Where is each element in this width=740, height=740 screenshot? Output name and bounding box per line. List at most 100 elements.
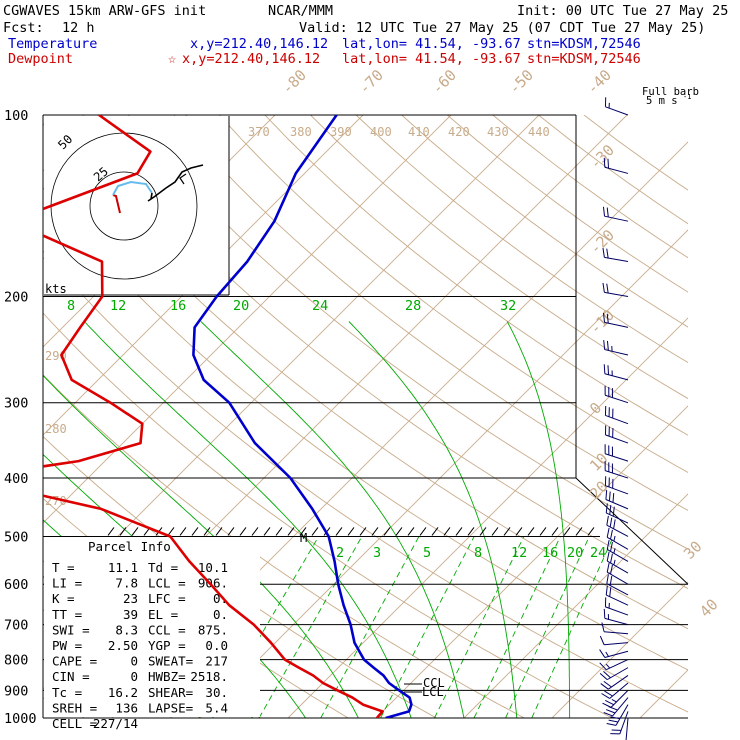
wind-barb [600, 675, 629, 690]
wind-barb-staff [605, 470, 629, 479]
temperature-point [192, 354, 195, 356]
wind-barb [601, 682, 629, 699]
dewpoint-point [98, 115, 100, 116]
dewpoint-point [101, 295, 103, 298]
wind-barb-staff [606, 571, 629, 585]
parcel-info-value: 39 [123, 607, 138, 622]
parcel-info-value: 30. [205, 685, 228, 700]
hatch-mark [587, 527, 595, 536]
fcst-label: Fcst: [3, 20, 44, 36]
parcel-info-value: 136 [115, 700, 138, 715]
hatch-mark [299, 527, 307, 536]
mixing-ratio-label: 12 [110, 298, 126, 314]
wind-barb-flag [610, 716, 620, 720]
hatch-mark [203, 527, 211, 536]
hatch-mark [359, 527, 367, 536]
wind-barb [604, 461, 629, 479]
temperature-point [336, 115, 338, 116]
hatch-mark [179, 527, 187, 536]
temperature-point [254, 442, 256, 444]
wind-barb-flag [610, 553, 613, 564]
isotherm-line [463, 493, 688, 718]
temperature-point [372, 667, 375, 669]
dewpoint-point [109, 402, 112, 404]
dewpoint-point [312, 674, 314, 677]
dry-adiabat-line [447, 115, 688, 293]
mixing-ratio-line [505, 536, 590, 718]
hatch-mark [167, 527, 175, 536]
temperature-point [343, 604, 345, 606]
temperature-point [295, 172, 297, 175]
dewpoint-point [253, 623, 255, 626]
temperature-point [363, 658, 365, 661]
temperature-station: stn=KDSM,72546 [527, 36, 641, 52]
temperature-point [194, 326, 196, 328]
dewpoint-latlon: lat,lon= 41.54, -93.67 [342, 51, 521, 67]
dewpoint-point [336, 689, 339, 692]
moist-adiabat-line [200, 321, 465, 718]
wind-barb-staff [604, 349, 629, 356]
isotherm-label: 0 [586, 399, 605, 418]
parcel-info-label: TT = [52, 607, 82, 622]
theta-label: 400 [370, 125, 392, 139]
temperature-point [216, 295, 218, 298]
mixing-ratio-label: 20 [233, 298, 249, 314]
wind-barbs [599, 97, 629, 740]
parcel-info-value: 0 [130, 654, 138, 669]
wind-barb [602, 312, 629, 328]
parcel-info-label: LCL = [148, 576, 186, 591]
parcel-info-value: 0. [213, 607, 228, 622]
isotherm-label: 20 [586, 477, 612, 503]
moist-adiabat-line [84, 321, 412, 718]
parcel-info-label: K = [52, 591, 75, 606]
mixing-ratio-label: 8 [67, 298, 75, 314]
theta-label: 420 [448, 125, 470, 139]
hatch-mark [227, 527, 235, 536]
wind-barb-staff [606, 594, 629, 606]
parcel-info-value: 23 [123, 591, 138, 606]
mixing-ratio-label: 28 [405, 298, 421, 314]
dewpoint-point [149, 151, 151, 153]
wind-barb [604, 476, 629, 495]
wind-barb [602, 247, 629, 263]
isotherm-line [728, 115, 740, 718]
wind-barb-flag [607, 365, 610, 375]
temperature-point [289, 477, 291, 479]
mixing-ratio-label: 5 [423, 545, 431, 561]
wind-barb-flag [610, 564, 613, 575]
wind-barb [603, 364, 629, 381]
temperature-point [385, 717, 387, 718]
isotherm-label: -50 [505, 66, 537, 98]
pressure-tick-label: 200 [4, 290, 28, 306]
wind-barb-flag [603, 608, 606, 619]
temperature-xy: x,y=212.40,146.12 [190, 36, 328, 52]
mixing-ratio-label: 2 [336, 545, 344, 561]
dewpoint-xy: x,y=212.40,146.12 [182, 51, 320, 67]
wind-barb-flag [606, 527, 610, 538]
dewpoint-trace [43, 115, 384, 718]
parcel-info-value: 8.3 [115, 622, 138, 637]
temperature-point [337, 583, 339, 585]
parcel-info-value: 10.1 [198, 560, 228, 575]
hatch-band [107, 527, 595, 536]
dry-adiabat-line [43, 374, 525, 718]
hatch-mark [443, 527, 451, 536]
dewpoint-point [79, 326, 81, 328]
mixing-ratio-label: 20 [567, 545, 583, 561]
org-label: NCAR/MMM [268, 3, 333, 19]
parcel-info-value: 875. [198, 622, 228, 637]
wind-barb [603, 608, 629, 626]
mixing-ratio-label: 32 [500, 298, 516, 314]
wind-barb [605, 503, 629, 524]
wind-barb-staff [605, 606, 629, 616]
wind-barb [599, 667, 629, 681]
wind-barb-flag [606, 248, 609, 259]
pressure-tick-label: 900 [4, 683, 28, 699]
ccl-marker: CCL [423, 676, 445, 690]
isotherm-line [199, 229, 688, 718]
isotherm-label: 30 [680, 537, 706, 563]
pressure-tick-label: 700 [4, 618, 28, 634]
hodograph-trace-mid [112, 180, 153, 196]
parcel-info-value: 2.50 [108, 638, 138, 653]
